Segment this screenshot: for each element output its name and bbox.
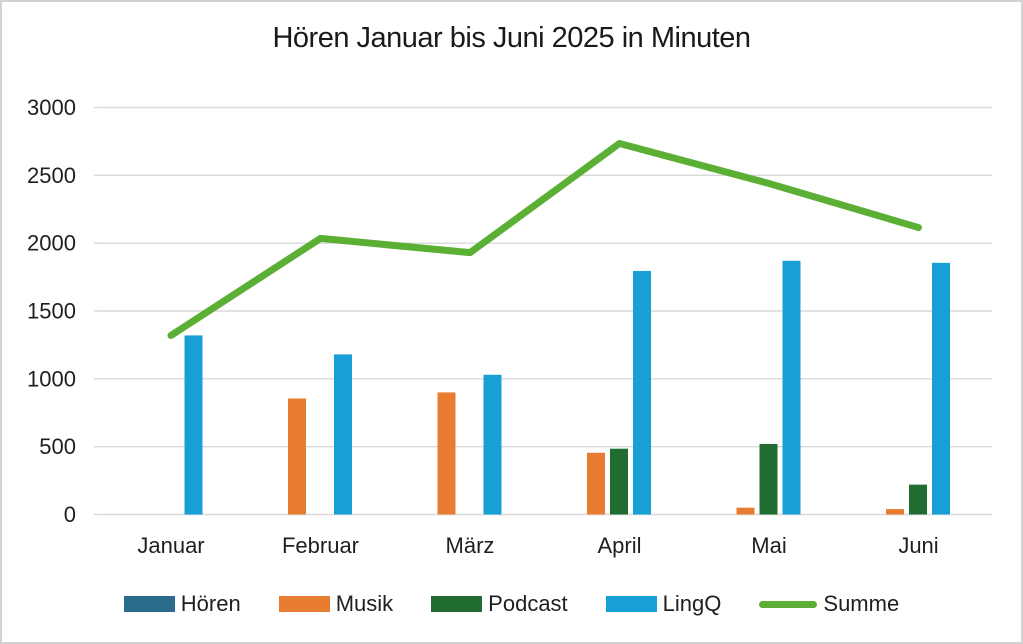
legend-label-lingq: LingQ: [662, 591, 722, 616]
legend-label-musik: Musik: [335, 591, 394, 616]
y-tick-label-500: 500: [39, 434, 76, 459]
chart-title: Hören Januar bis Juni 2025 in Minuten: [272, 22, 751, 54]
y-tick-label-2500: 2500: [27, 163, 76, 188]
y-tick-label-0: 0: [64, 502, 76, 527]
bar-musik-juni: [886, 509, 904, 515]
x-label-januar: Januar: [137, 533, 204, 558]
legend-item-hoeren: Hören: [123, 591, 241, 617]
bar-musik-februar: [288, 398, 306, 515]
legend-item-musik: Musik: [278, 591, 394, 617]
legend-item-lingq: LingQ: [605, 591, 722, 617]
x-label-februar: Februar: [282, 533, 359, 558]
bar-lingq-maerz: [483, 374, 502, 515]
bar-lingq-januar: [184, 335, 203, 515]
legend-label-hoeren: Hören: [180, 591, 241, 616]
bar-podcast-mai: [759, 443, 778, 515]
y-tick-label-3000: 3000: [27, 95, 76, 120]
x-label-april: April: [597, 533, 641, 558]
bar-lingq-mai: [782, 260, 801, 515]
bar-podcast-april: [610, 448, 628, 515]
legend-item-summe: Summe: [759, 591, 899, 617]
bar-lingq-februar: [334, 354, 352, 515]
legend-item-podcast: Podcast: [431, 591, 568, 617]
bar-lingq-juni: [932, 262, 950, 515]
bar-musik-maerz: [437, 392, 456, 515]
y-tick-label-2000: 2000: [27, 231, 76, 256]
legend-swatch-podcast: [431, 596, 483, 612]
x-label-mai: Mai: [751, 533, 786, 558]
chart-legend: Hören Musik Podcast LingQ Summe: [2, 591, 1021, 617]
y-tick-label-1000: 1000: [27, 366, 76, 391]
legend-swatch-lingq: [605, 596, 657, 612]
x-label-juni: Juni: [898, 533, 938, 558]
y-tick-label-1500: 1500: [27, 299, 76, 324]
legend-swatch-hoeren: [123, 596, 175, 612]
legend-label-summe: Summe: [823, 591, 900, 616]
legend-swatch-musik: [278, 596, 330, 612]
summe-line: [167, 139, 922, 339]
legend-label-podcast: Podcast: [488, 591, 568, 616]
bar-musik-april: [587, 452, 605, 515]
bar-podcast-juni: [909, 484, 927, 515]
bar-musik-mai: [736, 507, 755, 515]
x-label-maerz: März: [446, 533, 495, 558]
legend-swatch-summe: [759, 600, 818, 608]
bar-lingq-april: [633, 270, 651, 515]
